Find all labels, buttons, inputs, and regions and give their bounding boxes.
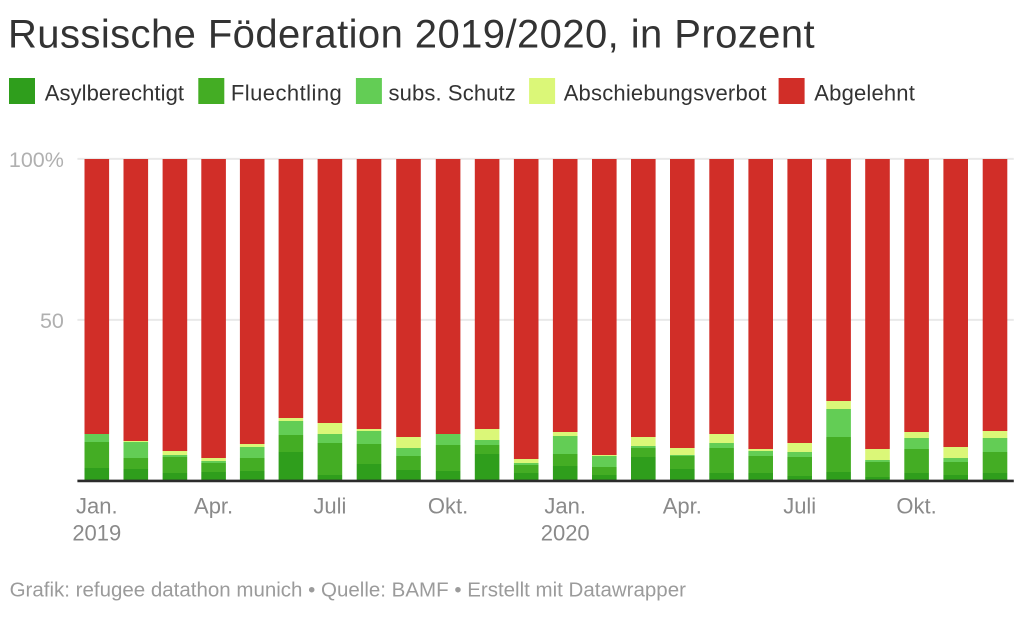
svg-text:subs. Schutz: subs. Schutz <box>389 81 516 106</box>
svg-text:2020: 2020 <box>541 521 590 546</box>
svg-text:Asylberechtigt: Asylberechtigt <box>45 81 184 106</box>
svg-text:Russische Föderation 2019/2020: Russische Föderation 2019/2020, in Proze… <box>8 13 815 57</box>
svg-text:Juli: Juli <box>313 493 346 518</box>
svg-text:Juli: Juli <box>783 493 816 518</box>
svg-text:Apr.: Apr. <box>194 493 233 518</box>
svg-text:Apr.: Apr. <box>663 493 702 518</box>
svg-text:50: 50 <box>40 309 64 333</box>
svg-text:Fluechtling: Fluechtling <box>231 81 342 106</box>
svg-text:Okt.: Okt. <box>896 493 936 518</box>
svg-text:Abschiebungsverbot: Abschiebungsverbot <box>564 81 767 106</box>
svg-text:Okt.: Okt. <box>428 493 468 518</box>
svg-text:Abgelehnt: Abgelehnt <box>814 81 915 106</box>
svg-text:2019: 2019 <box>72 521 121 546</box>
svg-text:Jan.: Jan. <box>76 493 118 518</box>
svg-text:Jan.: Jan. <box>544 493 586 518</box>
svg-text:Grafik: refugee datathon munic: Grafik: refugee datathon munich • Quelle… <box>10 579 687 602</box>
svg-text:100%: 100% <box>9 148 64 172</box>
